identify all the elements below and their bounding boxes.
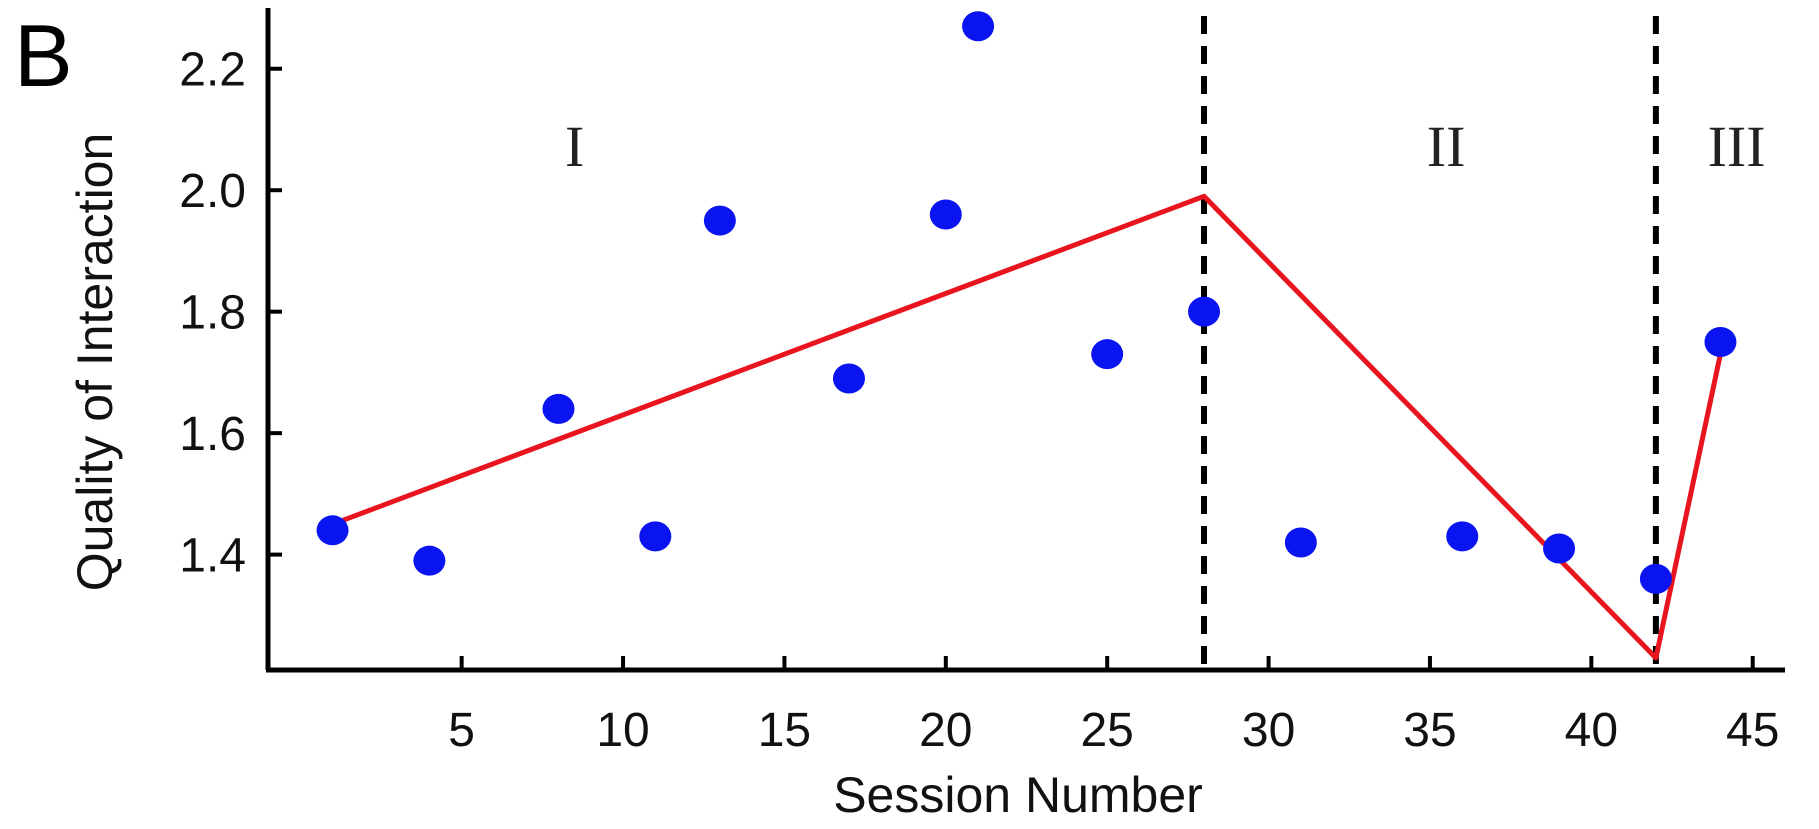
region-label: II [1427, 114, 1466, 179]
data-point [1091, 339, 1124, 370]
y-tick-label: 1.6 [179, 408, 246, 461]
data-point [1639, 563, 1672, 594]
x-axis-title: Session Number [833, 767, 1203, 823]
fit-line-layer [331, 193, 1723, 661]
y-tick-label: 2.2 [179, 44, 246, 97]
data-point [1704, 327, 1737, 358]
x-tick-label: 25 [1080, 704, 1133, 757]
data-point [962, 11, 995, 42]
data-point [1446, 521, 1479, 552]
data-point [1188, 296, 1221, 327]
data-point [1284, 527, 1317, 558]
x-tick-label: 5 [448, 704, 475, 757]
x-tick-label: 40 [1565, 704, 1618, 757]
region-dividers [1201, 16, 1659, 670]
region-labels: I II III [565, 114, 1766, 179]
panel-label: B [14, 6, 73, 105]
y-tick-label: 1.8 [179, 287, 246, 340]
x-tick-label: 15 [758, 704, 811, 757]
region-label: III [1708, 114, 1766, 179]
region-label: I [565, 114, 584, 179]
x-tick-label: 20 [919, 704, 972, 757]
y-tick-label: 1.4 [179, 530, 246, 583]
data-point [639, 521, 672, 552]
data-point [1543, 533, 1576, 564]
x-tick-label: 10 [596, 704, 649, 757]
y-tick-label: 2.0 [179, 165, 246, 218]
data-point [703, 205, 736, 236]
x-tick-label: 30 [1242, 704, 1295, 757]
data-point [413, 545, 446, 576]
x-tick-label: 35 [1403, 704, 1456, 757]
x-tick-label: 45 [1726, 704, 1779, 757]
fit-line [331, 193, 1723, 661]
data-points [316, 11, 1737, 594]
data-point [316, 515, 349, 546]
y-axis-title: Quality of Interaction [67, 133, 123, 592]
data-point [832, 363, 865, 394]
data-point [542, 393, 575, 424]
axes: 5 10 15 20 25 30 35 40 45 1.4 1.6 1.8 2.0 2.2 [179, 8, 1785, 757]
data-point [929, 199, 962, 230]
